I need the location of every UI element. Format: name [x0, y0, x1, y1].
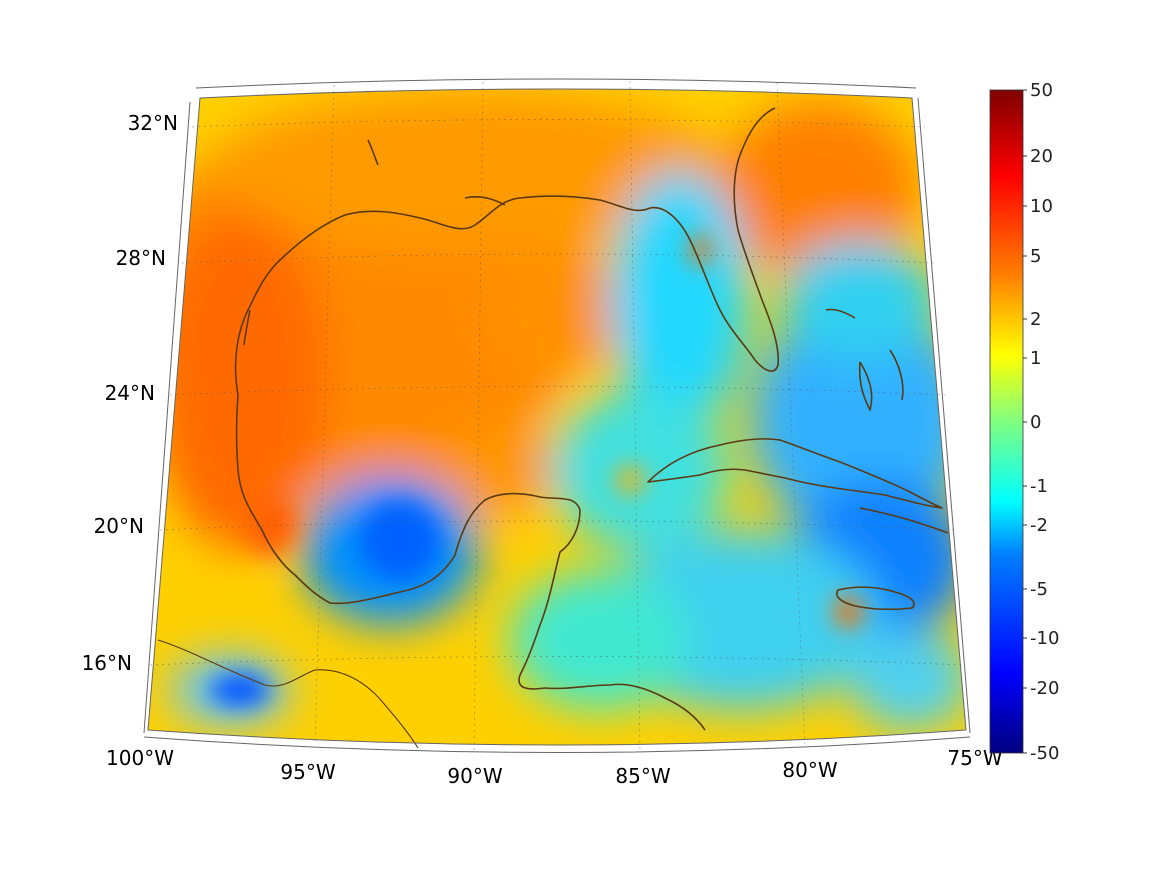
- colorbar-tick-label: 5: [1030, 246, 1041, 267]
- colorbar-tick-label: 2: [1030, 309, 1041, 330]
- colorbar-gradient: [989, 89, 1024, 754]
- lon-label-85: 85°W: [615, 764, 670, 788]
- data-field: [148, 89, 966, 745]
- lat-label-24: 24°N: [105, 381, 155, 405]
- longitude-labels: 100°W 95°W 90°W 85°W 80°W 75°W: [106, 746, 1003, 788]
- colorbar-tick-label: 20: [1030, 146, 1053, 167]
- graticule: [149, 80, 964, 753]
- colorbar-tick-label: -10: [1030, 628, 1059, 649]
- country-borders: [157, 639, 419, 749]
- colorbar-tick-label: -2: [1030, 515, 1048, 536]
- colorbar-tick-label: 0: [1030, 412, 1041, 433]
- colorbar-tick-label: 10: [1030, 196, 1053, 217]
- lat-label-20: 20°N: [94, 514, 144, 538]
- colorbar-tick-label: -5: [1030, 579, 1048, 600]
- lon-label-90: 90°W: [447, 764, 502, 788]
- map-frame: [147, 88, 967, 746]
- colorbar-tick-label: 50: [1030, 80, 1053, 101]
- lon-label-100: 100°W: [106, 746, 174, 770]
- latitude-labels: 32°N 28°N 24°N 20°N 16°N: [82, 111, 178, 675]
- colorbar-tick-label: -50: [1030, 743, 1059, 764]
- colorbar-tick-label: 1: [1030, 348, 1041, 369]
- colorbar-tick-label: -1: [1030, 476, 1048, 497]
- lat-label-28: 28°N: [116, 246, 166, 270]
- coastlines: [234, 107, 949, 731]
- colorbar-tick-label: -20: [1030, 678, 1059, 699]
- lon-label-95: 95°W: [280, 760, 335, 784]
- lat-label-32: 32°N: [128, 111, 178, 135]
- lat-label-16: 16°N: [82, 651, 132, 675]
- lon-label-80: 80°W: [782, 758, 837, 782]
